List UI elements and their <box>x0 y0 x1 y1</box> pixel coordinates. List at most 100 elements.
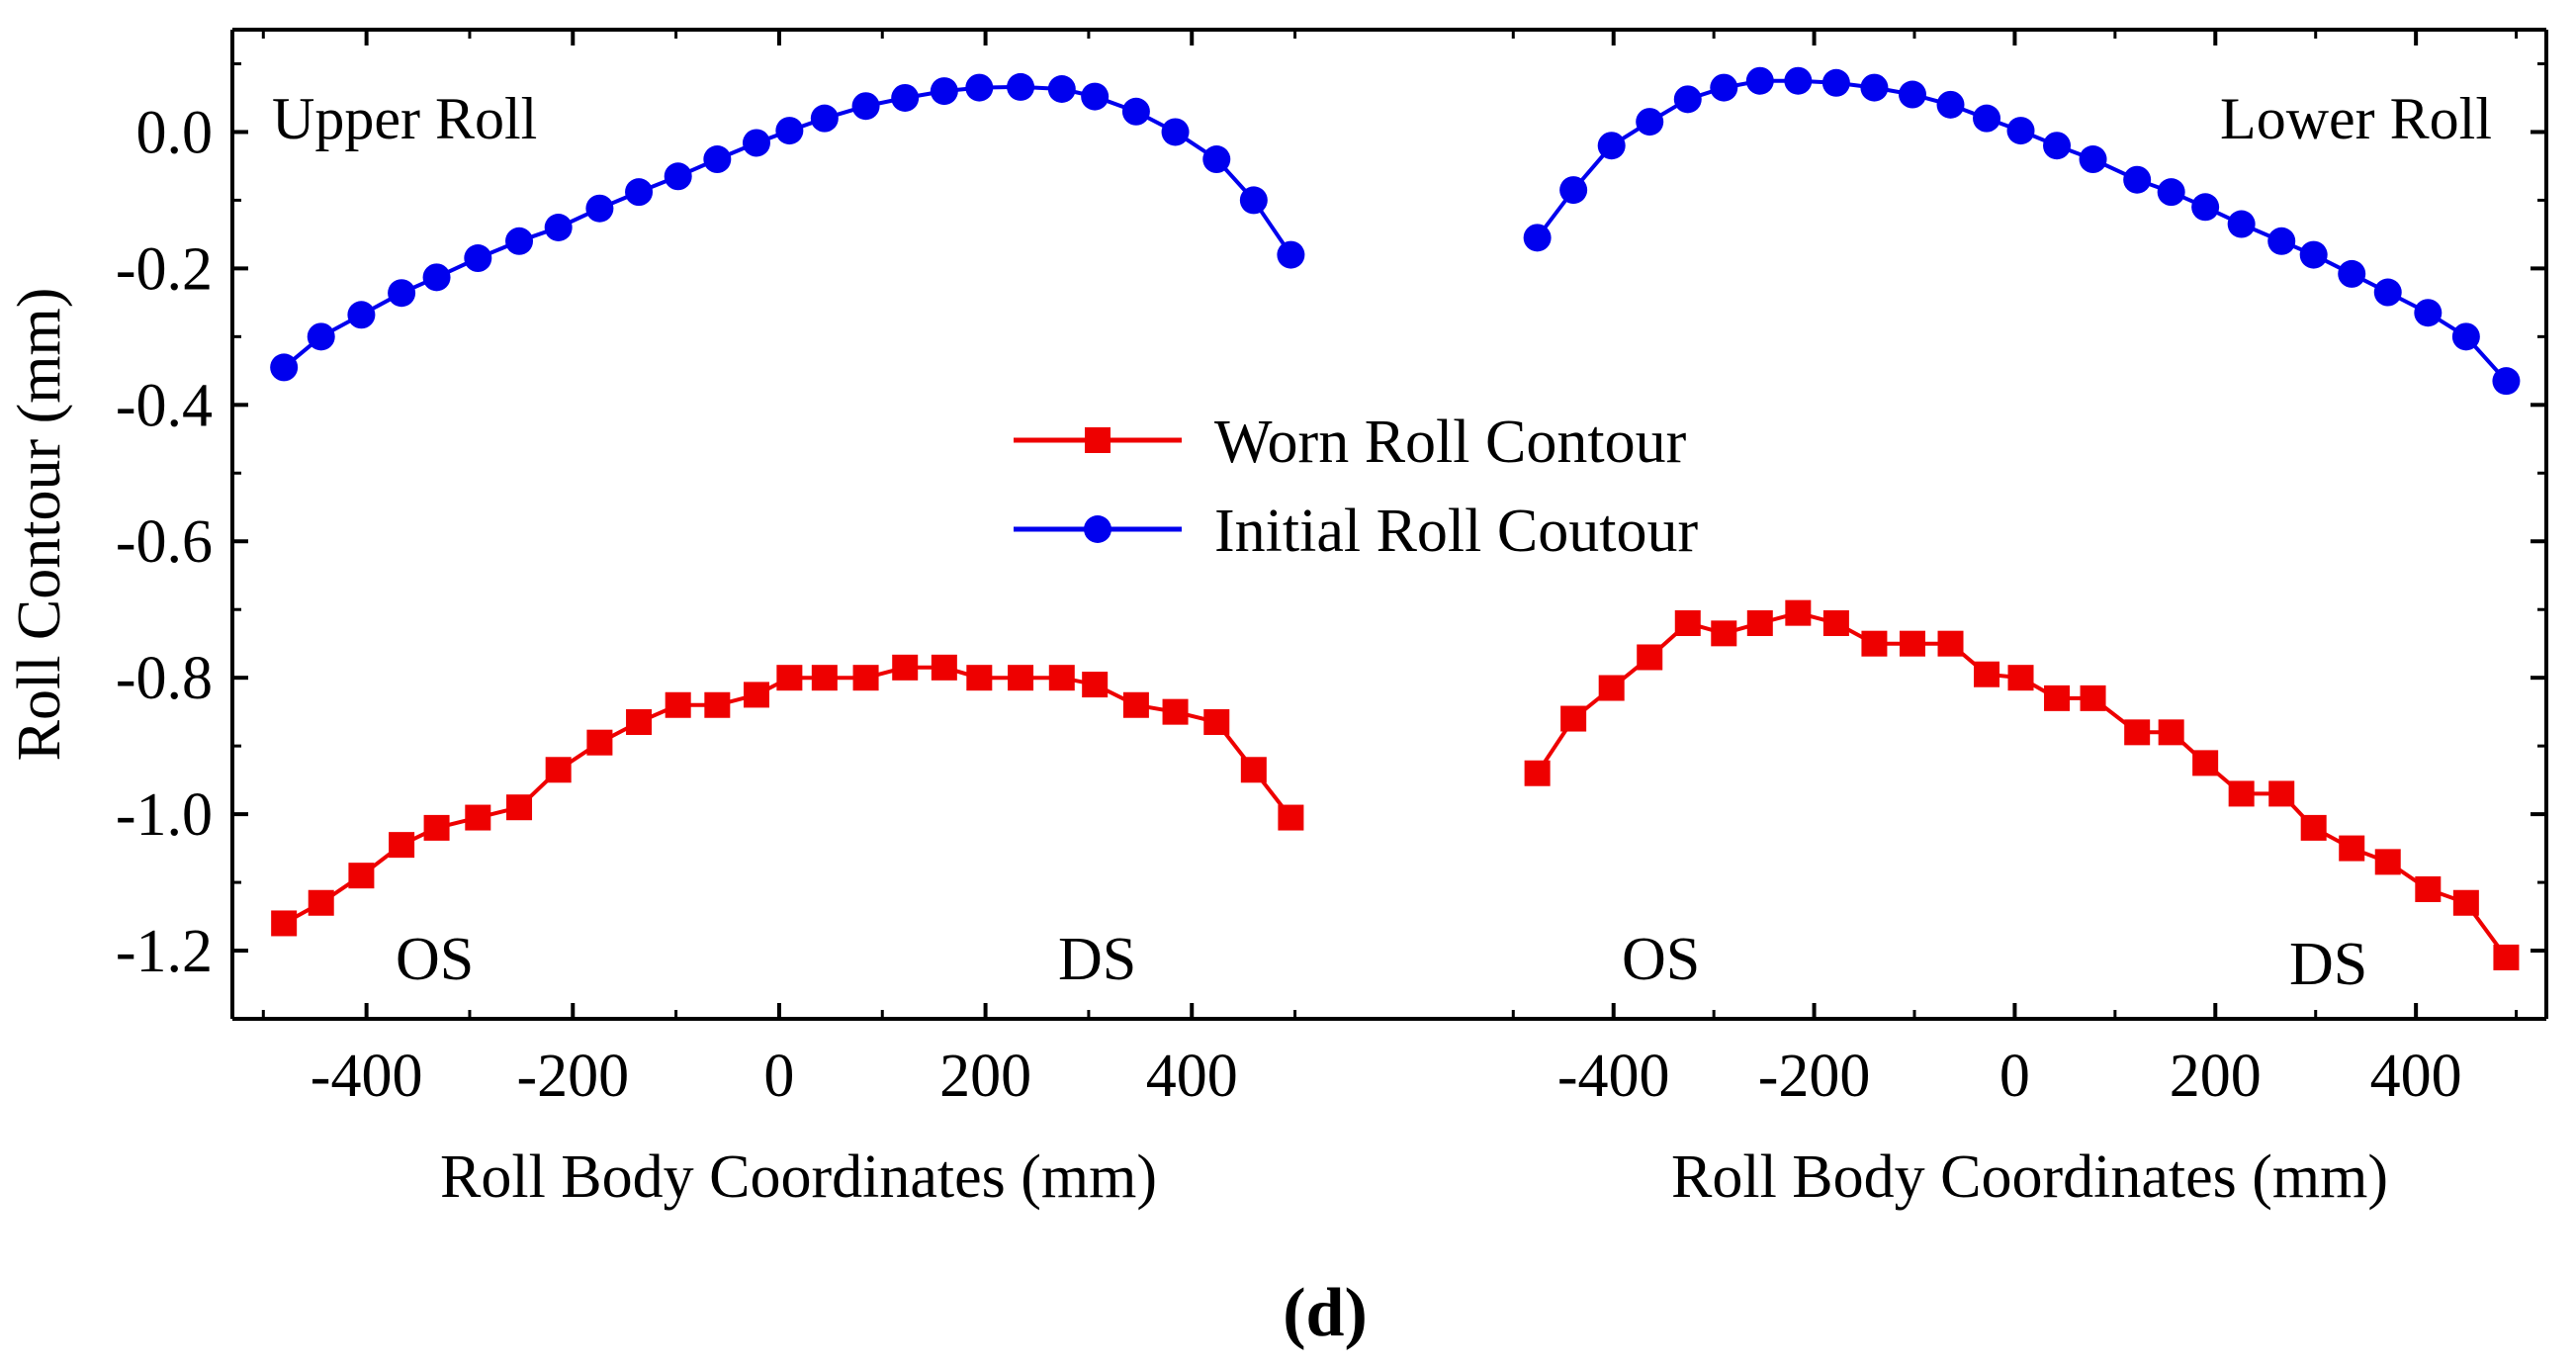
initial-data-point <box>2043 132 2072 160</box>
worn-data-point <box>2339 835 2365 862</box>
worn-data-point <box>2080 684 2106 711</box>
initial-data-point <box>544 214 573 241</box>
legend-label-initial: Initial Roll Coutour <box>1214 498 1698 565</box>
worn-data-point <box>1899 630 1925 657</box>
worn-data-point <box>966 665 993 691</box>
x-tick-label: 400 <box>1146 1043 1238 1110</box>
initial-data-point <box>2123 165 2152 194</box>
legend-marker-initial <box>1084 515 1111 543</box>
figure-caption: (d) <box>1283 1275 1368 1351</box>
y-axis-title: Roll Contour (mm) <box>6 288 73 762</box>
worn-data-point <box>626 709 653 735</box>
label-layer: Roll Contour (mm) Roll Body Coordinates … <box>6 86 2492 1351</box>
worn-data-point <box>2493 944 2520 970</box>
initial-data-point <box>1007 72 1035 101</box>
initial-data-point <box>270 353 299 382</box>
worn-data-point <box>704 691 731 718</box>
worn-data-point <box>506 794 533 821</box>
x-tick-label: -400 <box>311 1043 423 1110</box>
initial-data-point <box>2006 117 2035 145</box>
worn-data-point <box>1203 709 1230 735</box>
initial-data-point <box>2227 210 2256 238</box>
worn-data-point <box>1937 630 1964 657</box>
x-axis-title-upper: Roll Body Coordinates (mm) <box>440 1143 1157 1211</box>
initial-data-point <box>585 194 614 223</box>
y-tick-label: -0.8 <box>116 645 213 712</box>
y-tick-label: -1.2 <box>116 918 213 985</box>
initial-data-point <box>2373 278 2402 307</box>
x-tick-label: -400 <box>1557 1043 1670 1110</box>
initial-data-point <box>2492 367 2521 396</box>
os-label-lower: OS <box>1622 926 1700 993</box>
initial-data-point <box>2414 299 2443 327</box>
worn-data-point <box>1122 691 1149 718</box>
worn-data-point <box>1560 705 1587 732</box>
initial-data-point <box>2191 193 2220 222</box>
worn-data-point <box>1711 620 1737 647</box>
os-label-upper: OS <box>396 926 474 993</box>
worn-data-point <box>1524 760 1551 786</box>
initial-data-point <box>464 244 492 273</box>
x-tick-label: 0 <box>763 1043 794 1110</box>
initial-data-point <box>930 77 958 106</box>
initial-data-point <box>1161 118 1190 146</box>
worn-data-point <box>1278 804 1304 831</box>
x-tick-label: 200 <box>2170 1043 2262 1110</box>
worn-series-line-lower <box>1535 610 2509 959</box>
initial-data-point <box>1936 90 1965 119</box>
worn-data-point <box>1598 675 1625 701</box>
initial-data-point <box>1673 85 1702 114</box>
initial-data-point <box>307 322 335 351</box>
series-layer <box>270 66 2521 970</box>
worn-data-point <box>1008 665 1034 691</box>
worn-data-point <box>1974 661 2000 687</box>
x-tick-label: 400 <box>2370 1043 2462 1110</box>
y-tick-label: 0.0 <box>136 99 214 166</box>
initial-data-point <box>1202 145 1231 174</box>
initial-data-point <box>505 227 534 255</box>
worn-data-point <box>2415 875 2442 902</box>
worn-data-point <box>1822 610 1849 636</box>
worn-data-point <box>1162 698 1189 725</box>
worn-data-point <box>811 665 838 691</box>
worn-data-point <box>545 757 572 783</box>
worn-data-point <box>1861 630 1888 657</box>
worn-data-point <box>2044 684 2071 711</box>
initial-data-point <box>1597 132 1626 160</box>
legend-label-worn: Worn Roll Contour <box>1214 409 1687 476</box>
upper-roll-label: Upper Roll <box>272 86 537 151</box>
x-tick-label: -200 <box>516 1043 629 1110</box>
initial-data-point <box>742 129 770 157</box>
x-axis-title-lower: Roll Body Coordinates (mm) <box>1671 1143 2388 1211</box>
worn-data-point <box>1048 665 1075 691</box>
initial-data-point <box>1121 97 1150 126</box>
ds-label-lower: DS <box>2289 931 2367 998</box>
worn-data-point <box>1785 599 1812 626</box>
initial-data-point <box>775 117 804 145</box>
y-tick-label: -0.4 <box>116 372 213 439</box>
initial-data-point <box>1523 224 1552 252</box>
initial-data-point <box>347 301 376 329</box>
y-tick-label: -0.2 <box>116 235 213 303</box>
worn-data-point <box>852 665 879 691</box>
lower-roll-label: Lower Roll <box>2220 86 2492 151</box>
worn-data-point <box>2124 719 2151 746</box>
initial-data-point <box>664 162 692 191</box>
initial-data-point <box>2338 259 2366 288</box>
initial-data-point <box>1745 66 1774 95</box>
worn-data-point <box>665 691 691 718</box>
initial-data-point <box>1973 104 2001 133</box>
worn-data-point <box>2158 719 2184 746</box>
worn-data-point <box>2228 780 2255 807</box>
initial-data-point <box>1821 68 1850 97</box>
initial-data-point <box>1636 108 1664 137</box>
initial-data-point <box>810 104 839 133</box>
ds-label-upper: DS <box>1058 926 1136 993</box>
initial-data-point <box>1239 186 1268 215</box>
initial-data-point <box>422 263 451 292</box>
worn-data-point <box>931 654 957 681</box>
initial-data-point <box>625 178 654 207</box>
worn-data-point <box>1082 672 1109 698</box>
tick-marks <box>232 30 2546 1021</box>
